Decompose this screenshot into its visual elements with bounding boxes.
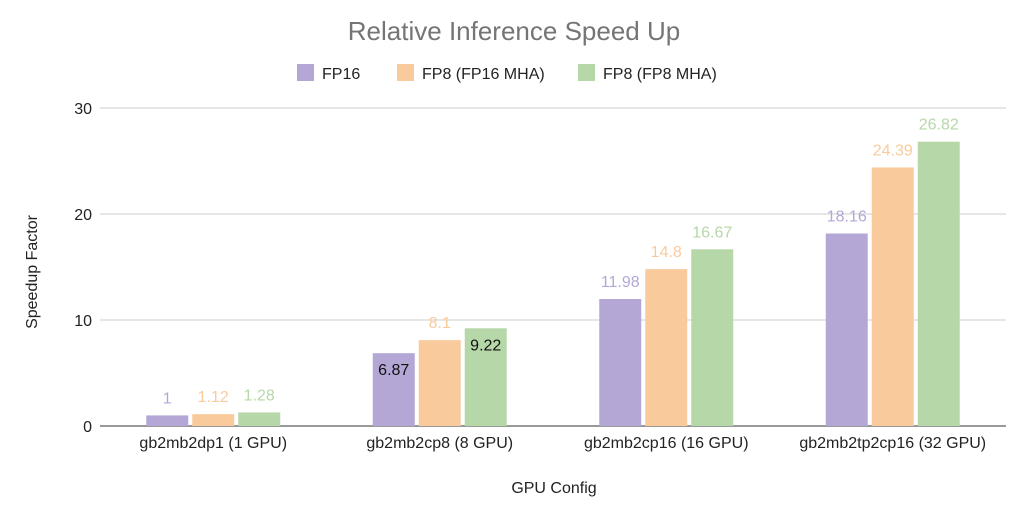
data-labels: 1 1.12 1.28 6.87 8.1 9.22 11.98 14.8 16.67 18.16 2… [163, 117, 959, 408]
y-axis-ticks: 0 10 20 30 [74, 101, 92, 436]
bar [372, 353, 415, 426]
bar [192, 414, 235, 426]
gridlines [100, 107, 1006, 427]
x-tick-label: gb2mb2dp1 (1 GPU) [139, 435, 287, 452]
bar [825, 233, 868, 426]
legend-swatch [297, 64, 314, 81]
data-label: 1.28 [244, 387, 275, 404]
y-tick-label: 0 [83, 419, 92, 436]
y-tick-label: 30 [74, 101, 92, 118]
legend-label: FP8 (FP8 MHA) [603, 66, 717, 83]
x-axis-title: GPU Config [511, 480, 596, 497]
bar [464, 328, 507, 426]
data-label: 18.16 [827, 209, 867, 226]
y-axis-title: Speedup Factor [24, 214, 41, 329]
bar [917, 141, 960, 426]
bars [146, 141, 960, 426]
data-label: 24.39 [873, 142, 913, 159]
data-label: 8.1 [429, 315, 451, 332]
legend-label: FP16 [322, 66, 360, 83]
legend-label: FP8 (FP16 MHA) [422, 66, 545, 83]
legend-swatch [578, 64, 595, 81]
x-tick-label: gb2mb2tp2cp16 (32 GPU) [799, 435, 986, 452]
bar [645, 269, 688, 426]
data-label: 14.8 [651, 244, 682, 261]
data-label: 9.22 [470, 337, 501, 354]
x-tick-label: gb2mb2cp8 (8 GPU) [366, 435, 513, 452]
data-label: 11.98 [601, 274, 640, 291]
data-label: 1.12 [198, 389, 229, 406]
bar [146, 415, 189, 426]
data-label: 1 [163, 390, 172, 407]
bar [418, 340, 461, 426]
bar [691, 249, 734, 426]
chart-title: Relative Inference Speed Up [348, 16, 680, 46]
y-tick-label: 20 [74, 207, 92, 224]
bar [238, 412, 281, 426]
data-label: 16.67 [692, 224, 732, 241]
y-tick-label: 10 [74, 313, 92, 330]
data-label: 6.87 [378, 362, 409, 379]
data-label: 26.82 [919, 117, 959, 134]
legend-swatch [397, 64, 414, 81]
x-tick-label: gb2mb2cp16 (16 GPU) [584, 435, 749, 452]
chart-legend: FP16 FP8 (FP16 MHA) FP8 (FP8 MHA) [297, 64, 717, 83]
bar [599, 299, 642, 426]
x-axis-ticks: gb2mb2dp1 (1 GPU) gb2mb2cp8 (8 GPU) gb2mb2… [139, 435, 986, 452]
bar [871, 167, 914, 426]
